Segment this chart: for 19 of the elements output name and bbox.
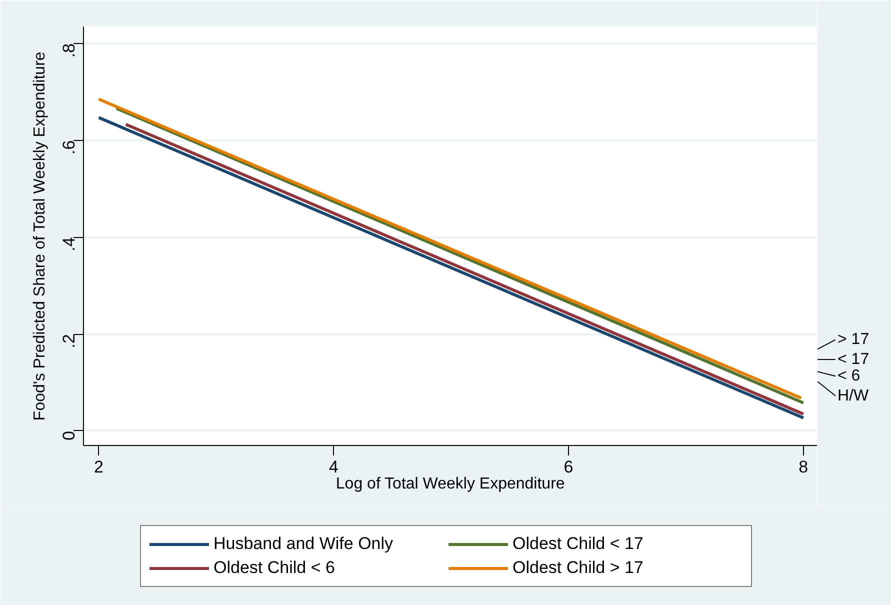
text: < 17 <box>838 351 870 368</box>
y-tick-label: .8 <box>60 43 78 58</box>
legend-label: Oldest Child < 17 <box>512 534 644 554</box>
y-tick-label: .2 <box>60 334 78 348</box>
legend-label: Oldest Child > 17 <box>512 558 644 578</box>
x-tick-label: 8 <box>798 458 808 476</box>
y-tick-label: 0 <box>60 430 78 440</box>
x-tick-label: 4 <box>328 458 338 476</box>
text: H/W <box>838 387 870 404</box>
y-axis-title: Food's Predicted Share of Total Weekly Expenditure <box>32 52 48 421</box>
y-tick-label: .4 <box>60 237 78 252</box>
x-tick-label: 2 <box>94 458 104 476</box>
x-axis-title: Log of Total Weekly Expenditure <box>336 476 565 492</box>
y-tick-label: .6 <box>60 140 78 155</box>
legend-label: Husband and Wife Only <box>214 534 394 554</box>
text: < 6 <box>838 368 860 385</box>
text: > 17 <box>838 331 870 348</box>
x-tick-label: 6 <box>564 458 574 476</box>
legend-label: Oldest Child < 6 <box>214 558 336 578</box>
